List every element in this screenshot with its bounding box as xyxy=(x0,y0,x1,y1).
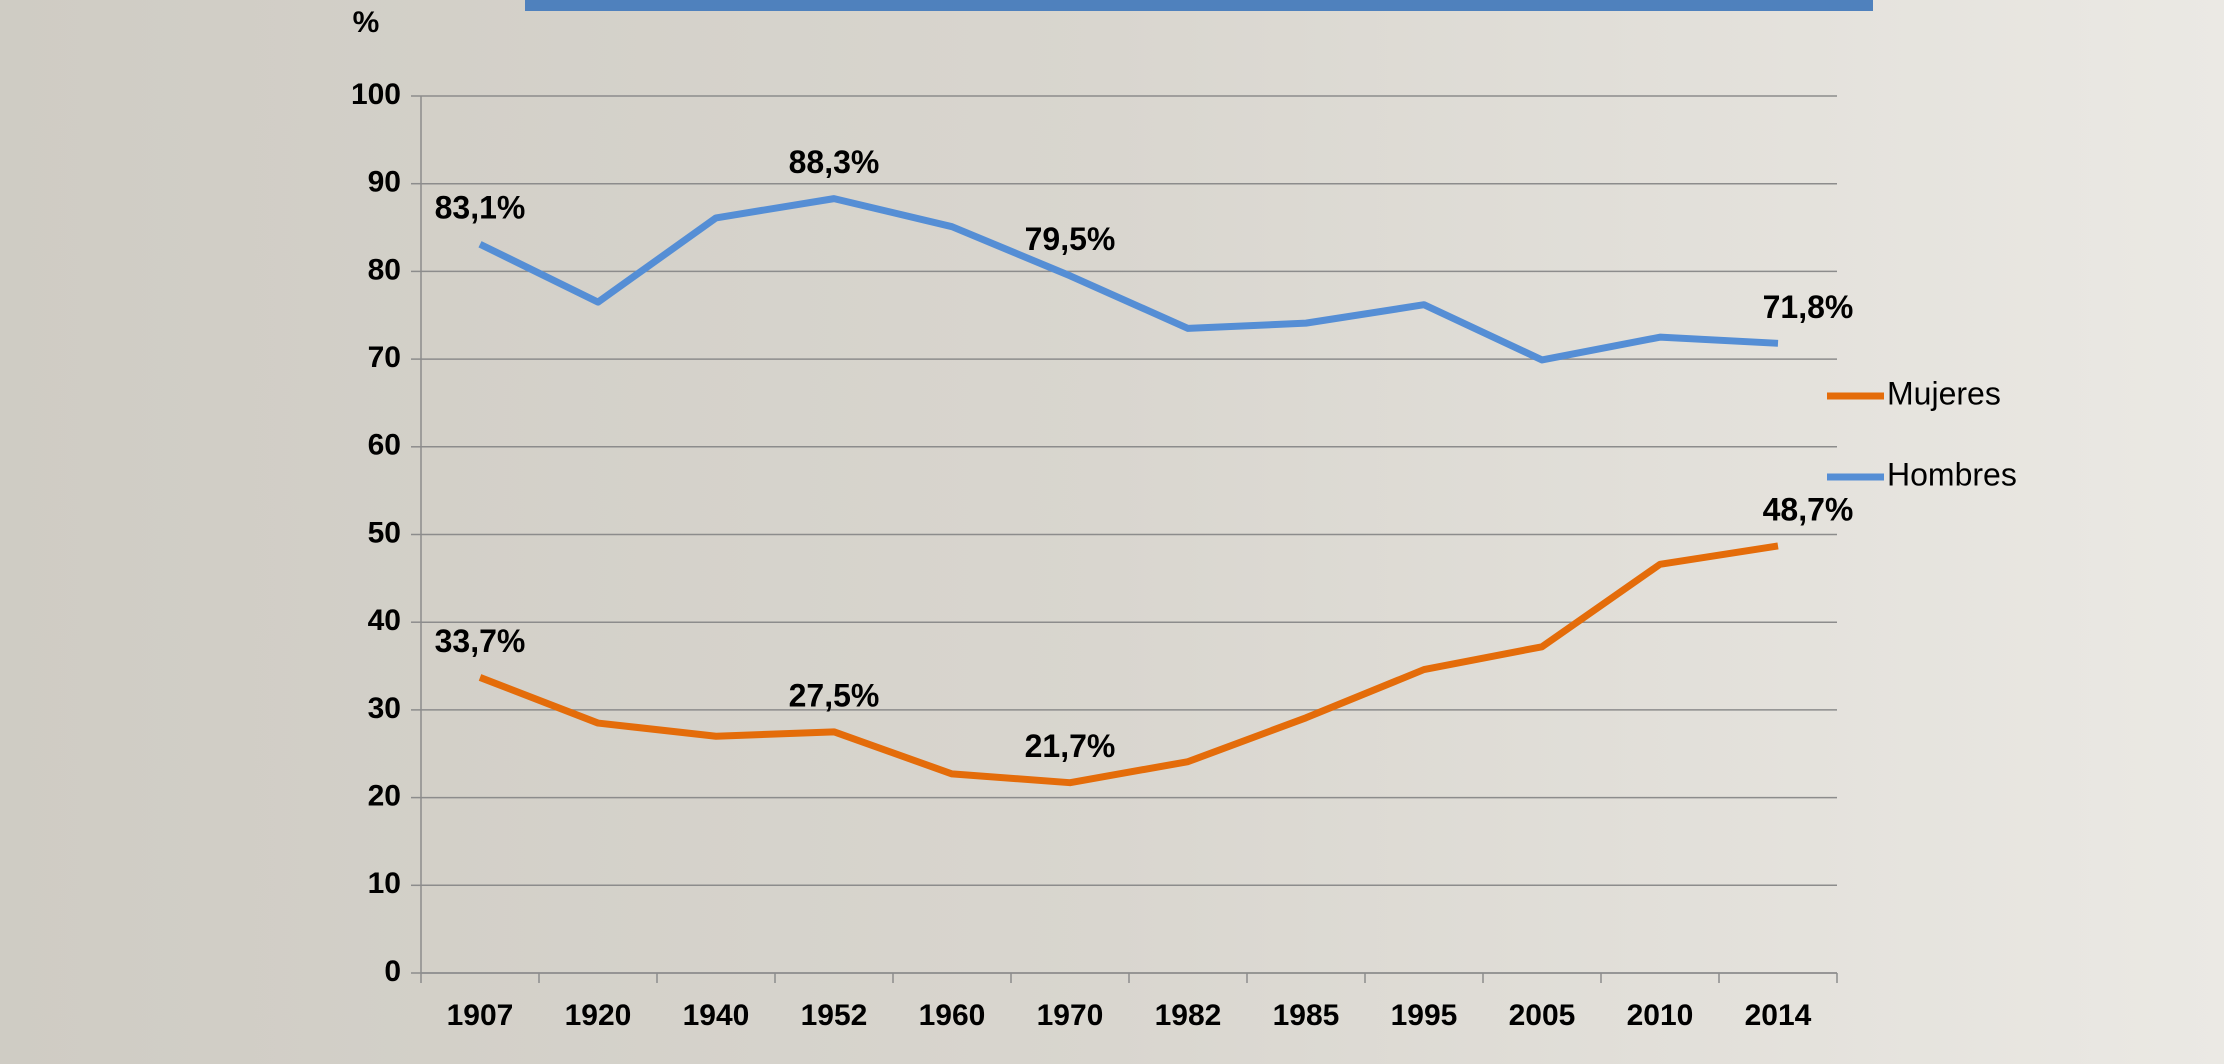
data-label: 27,5% xyxy=(789,677,880,713)
x-tick-label: 1960 xyxy=(919,999,986,1032)
header-bar xyxy=(525,0,1873,11)
x-tick-label: 1985 xyxy=(1273,999,1340,1032)
y-tick-label: 100 xyxy=(351,78,401,111)
data-label: 71,8% xyxy=(1763,289,1854,325)
data-label: 83,1% xyxy=(435,190,526,226)
y-tick-label: 80 xyxy=(368,253,401,286)
data-label: 21,7% xyxy=(1025,728,1116,764)
y-axis-label: % xyxy=(353,6,380,39)
legend-label: Mujeres xyxy=(1887,375,2001,411)
y-tick-label: 30 xyxy=(368,692,401,725)
y-tick-label: 40 xyxy=(368,604,401,637)
y-tick-label: 60 xyxy=(368,429,401,462)
background xyxy=(0,0,2224,1064)
x-tick-label: 1920 xyxy=(565,999,632,1032)
data-label: 48,7% xyxy=(1763,491,1854,527)
x-tick-label: 2014 xyxy=(1745,999,1812,1032)
y-tick-label: 10 xyxy=(368,867,401,900)
y-tick-label: 20 xyxy=(368,780,401,813)
y-tick-label: 90 xyxy=(368,166,401,199)
x-tick-label: 1970 xyxy=(1037,999,1104,1032)
x-tick-label: 2010 xyxy=(1627,999,1694,1032)
x-tick-label: 2005 xyxy=(1509,999,1576,1032)
x-tick-label: 1940 xyxy=(683,999,750,1032)
y-tick-label: 50 xyxy=(368,516,401,549)
data-label: 79,5% xyxy=(1025,221,1116,257)
data-label: 88,3% xyxy=(789,144,880,180)
x-tick-label: 1995 xyxy=(1391,999,1458,1032)
page: {"chart_data": {"type": "line", "ylabel"… xyxy=(0,0,2224,1064)
data-label: 33,7% xyxy=(435,623,526,659)
y-tick-label: 0 xyxy=(384,955,401,988)
x-tick-label: 1982 xyxy=(1155,999,1222,1032)
legend-label: Hombres xyxy=(1887,456,2017,492)
x-tick-label: 1907 xyxy=(447,999,514,1032)
y-tick-label: 70 xyxy=(368,341,401,374)
chart: % 0 10 20 30 40 50 60 70 80 90 100 1907 1920 1940 1952… xyxy=(0,0,2224,1064)
x-tick-label: 1952 xyxy=(801,999,868,1032)
